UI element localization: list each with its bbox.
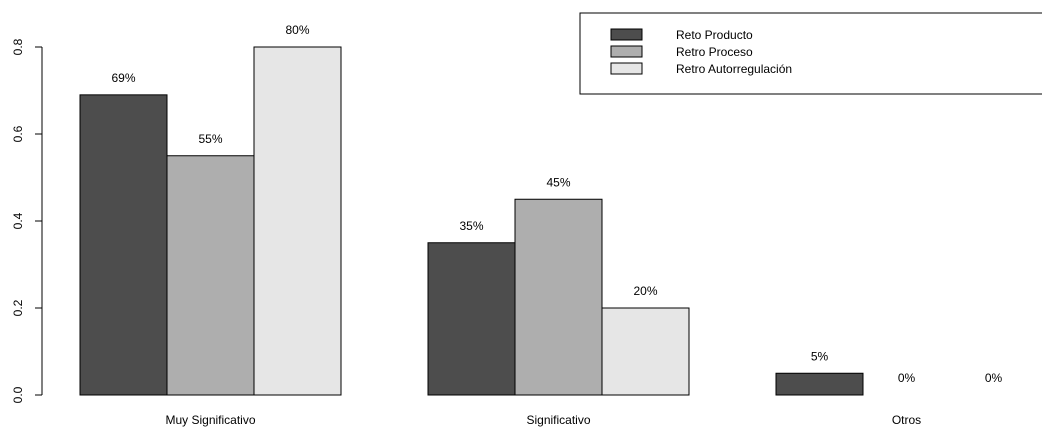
category-label: Otros [892, 413, 921, 427]
category-label: Significativo [526, 413, 590, 427]
legend-swatch [610, 62, 643, 75]
data-label: 0% [898, 371, 916, 385]
y-axis: 0.0 0.2 0.4 0.6 0.8 [11, 38, 43, 403]
data-label: 80% [285, 23, 309, 37]
bar [253, 46, 342, 396]
y-tick-label: 0.2 [11, 299, 25, 316]
bar [775, 372, 864, 396]
legend-swatch [610, 45, 643, 58]
y-tick-label: 0.6 [11, 125, 25, 142]
legend-items: Reto Producto Retro Proceso Retro Autorreg… [610, 28, 792, 76]
legend-box [579, 12, 1042, 95]
y-tick-label: 0.8 [11, 38, 25, 55]
bars-group [79, 46, 864, 396]
data-label: 69% [111, 71, 135, 85]
bar [166, 155, 255, 396]
bar [601, 307, 690, 396]
legend-swatch [610, 28, 643, 41]
data-label: 45% [546, 175, 570, 189]
data-label: 20% [633, 284, 657, 298]
bar [79, 94, 168, 396]
data-label: 55% [198, 132, 222, 146]
data-labels-group: 69% 55% 80% 35% 45% 20% 5% 0% 0% [111, 23, 1002, 385]
category-label: Muy Significativo [165, 413, 255, 427]
bar [514, 198, 603, 396]
legend-label: Reto Producto [676, 28, 753, 42]
y-tick-label: 0.4 [11, 212, 25, 229]
data-label: 35% [459, 219, 483, 233]
data-label: 0% [985, 371, 1003, 385]
legend: Reto Producto Retro Proceso Retro Autorreg… [579, 12, 1042, 95]
legend-label: Retro Proceso [676, 45, 753, 59]
category-labels-group: Muy Significativo Significativo Otros [165, 413, 921, 427]
y-tick-label: 0.0 [11, 386, 25, 403]
legend-label: Retro Autorregulación [676, 62, 792, 76]
bar [427, 242, 516, 396]
data-label: 5% [811, 349, 829, 363]
